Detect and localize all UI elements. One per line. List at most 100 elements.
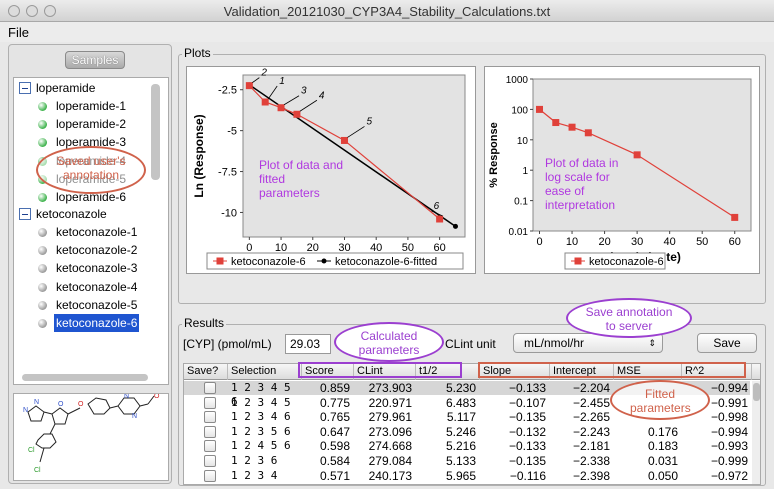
save-checkbox[interactable] [204, 411, 216, 424]
tree-group-loperamide[interactable]: loperamide [36, 81, 96, 95]
table-row[interactable]: 1 2 3 4 5 0.775 220.971 6.483 −0.107 −2.455 −0… [184, 396, 750, 410]
close-window-button[interactable] [8, 5, 20, 17]
tree-item[interactable]: loperamide-2 [56, 117, 127, 132]
saved-annotation-callout: Saved user's annotation [36, 146, 146, 194]
table-cell: −2.243 [572, 424, 610, 439]
column-header[interactable]: Slope [480, 364, 550, 380]
tree-item[interactable]: ketoconazole-1 [56, 225, 138, 239]
status-dot-icon [38, 319, 47, 328]
status-dot-icon [38, 120, 47, 130]
table-row[interactable]: 1 2 3 4 5 6 0.859 273.903 5.230 −0.133 −2.204… [184, 381, 750, 408]
y-tick-label: -5 [227, 126, 237, 138]
save-checkbox[interactable] [204, 396, 216, 409]
tree-item[interactable]: ketoconazole-5 [56, 297, 138, 312]
table-cell: 240.173 [368, 468, 412, 483]
table-row[interactable]: 1 2 3 6 0.584 279.084 5.133 −0.135 −2.338 0.03… [184, 454, 750, 468]
y-tick-label: 1 [522, 166, 528, 177]
column-header[interactable]: R^2 [682, 364, 752, 380]
save-checkbox[interactable] [204, 455, 216, 467]
table-vertical-scrollbar[interactable] [752, 381, 760, 484]
save-server-text: Save annotation to server [585, 305, 673, 333]
tree-item[interactable]: ketoconazole-4 [56, 279, 138, 294]
table-cell: −0.135 [508, 410, 546, 425]
column-header[interactable]: Intercept [550, 364, 614, 380]
tree-item[interactable]: ketoconazole-3 [56, 261, 138, 276]
point-label: 1 [279, 76, 285, 87]
table-cell: 273.903 [368, 381, 412, 395]
table-cell: 279.961 [368, 410, 412, 425]
clint-unit-select[interactable]: mL/nmol/hr ⇕ [513, 333, 663, 353]
data-point-marker [277, 104, 285, 112]
tree-vertical-scrollbar[interactable] [151, 84, 160, 180]
tree-item[interactable]: loperamide-6 [56, 190, 127, 204]
point-label-arrow [347, 126, 365, 138]
table-scroll-thumb[interactable] [753, 383, 760, 401]
samples-button[interactable]: Samples [65, 51, 125, 69]
table-row[interactable]: 1 2 3 4 6 0.765 279.961 5.117 −0.135 −2.265 −0… [184, 410, 750, 424]
cyp-input[interactable]: 29.03 [285, 334, 331, 354]
point-label: 5 [366, 116, 372, 127]
point-label-arrow [283, 95, 300, 106]
minimize-window-button[interactable] [26, 5, 38, 17]
plot-annotation-text: Plot of data and fitted parameters [259, 158, 343, 200]
table-cell: 274.668 [368, 439, 412, 454]
table-cell: 0.183 [647, 439, 678, 454]
tree-item[interactable]: ketoconazole-2 [56, 243, 138, 258]
tree-horizontal-scrollbar[interactable] [22, 374, 148, 381]
x-tick-label: 30 [631, 236, 643, 248]
table-cell: −0.999 [710, 454, 748, 468]
zoom-window-button[interactable] [44, 5, 56, 17]
tree-group-ketoconazole[interactable]: ketoconazole [36, 207, 107, 221]
plot-area [532, 78, 752, 232]
table-row[interactable]: 1 2 3 5 6 0.647 273.096 5.246 −0.132 −2.243 0.… [184, 425, 750, 439]
table-cell: −0.972 [710, 468, 748, 483]
table-cell: 5.246 [445, 424, 476, 439]
column-header[interactable]: MSE [614, 364, 682, 380]
table-cell: −0.994 [710, 381, 748, 395]
menu-file[interactable]: File [8, 25, 29, 40]
column-header[interactable]: Score [302, 364, 354, 380]
data-point-marker [436, 215, 444, 223]
collapse-icon[interactable] [19, 82, 31, 94]
plot-annotation-text: Plot of data in log scale for ease of inter… [545, 156, 618, 212]
table-cell: 1 2 3 5 6 [231, 424, 291, 438]
table-cell: −0.132 [508, 424, 546, 439]
x-tick-label: 10 [566, 236, 578, 248]
tree-item[interactable]: loperamide-1 [56, 99, 127, 113]
table-cell: 273.096 [368, 424, 412, 439]
legend-entry: ketoconazole-6 [589, 256, 664, 268]
column-header[interactable]: Save? [184, 364, 228, 380]
y-tick-label: 100 [511, 105, 528, 116]
save-checkbox[interactable] [204, 440, 216, 453]
x-tick-label: 60 [434, 242, 446, 254]
svg-text:O: O [154, 394, 160, 400]
clint-unit-label: CLint unit [445, 337, 496, 351]
save-checkbox[interactable] [204, 469, 216, 482]
x-tick-label: 10 [275, 242, 287, 254]
point-label: 2 [260, 68, 267, 79]
save-checkbox[interactable] [204, 382, 216, 394]
table-cell: 0.765 [319, 410, 350, 425]
title-bar: Validation_20121030_CYP3A4_Stability_Cal… [0, 0, 774, 22]
tree-item[interactable]: loperamide-3 [56, 135, 127, 150]
column-header[interactable]: CLint [354, 364, 416, 380]
table-cell: −0.998 [710, 410, 748, 425]
y-tick-label: -2.5 [218, 85, 237, 97]
table-row[interactable]: 1 2 3 4 0.571 240.173 5.965 −0.116 −2.398 0.05… [184, 469, 750, 483]
data-point-marker [245, 82, 253, 90]
x-tick-label: 0 [246, 242, 252, 254]
status-dot-icon [38, 300, 47, 310]
save-checkbox[interactable] [204, 425, 216, 438]
table-cell: −2.204 [572, 381, 610, 395]
tree-item[interactable]: ketoconazole-6 [54, 314, 140, 332]
collapse-icon[interactable] [19, 208, 31, 220]
calculated-parameters-text: Calculated parameters [358, 329, 420, 357]
column-header[interactable]: Selection [228, 364, 302, 380]
svg-text:N: N [23, 407, 28, 414]
table-row[interactable]: 1 2 4 5 6 0.598 274.668 5.216 −0.133 −2.181 0.… [184, 439, 750, 453]
save-button[interactable]: Save [697, 333, 757, 353]
table-cell: 0.859 [319, 381, 350, 395]
